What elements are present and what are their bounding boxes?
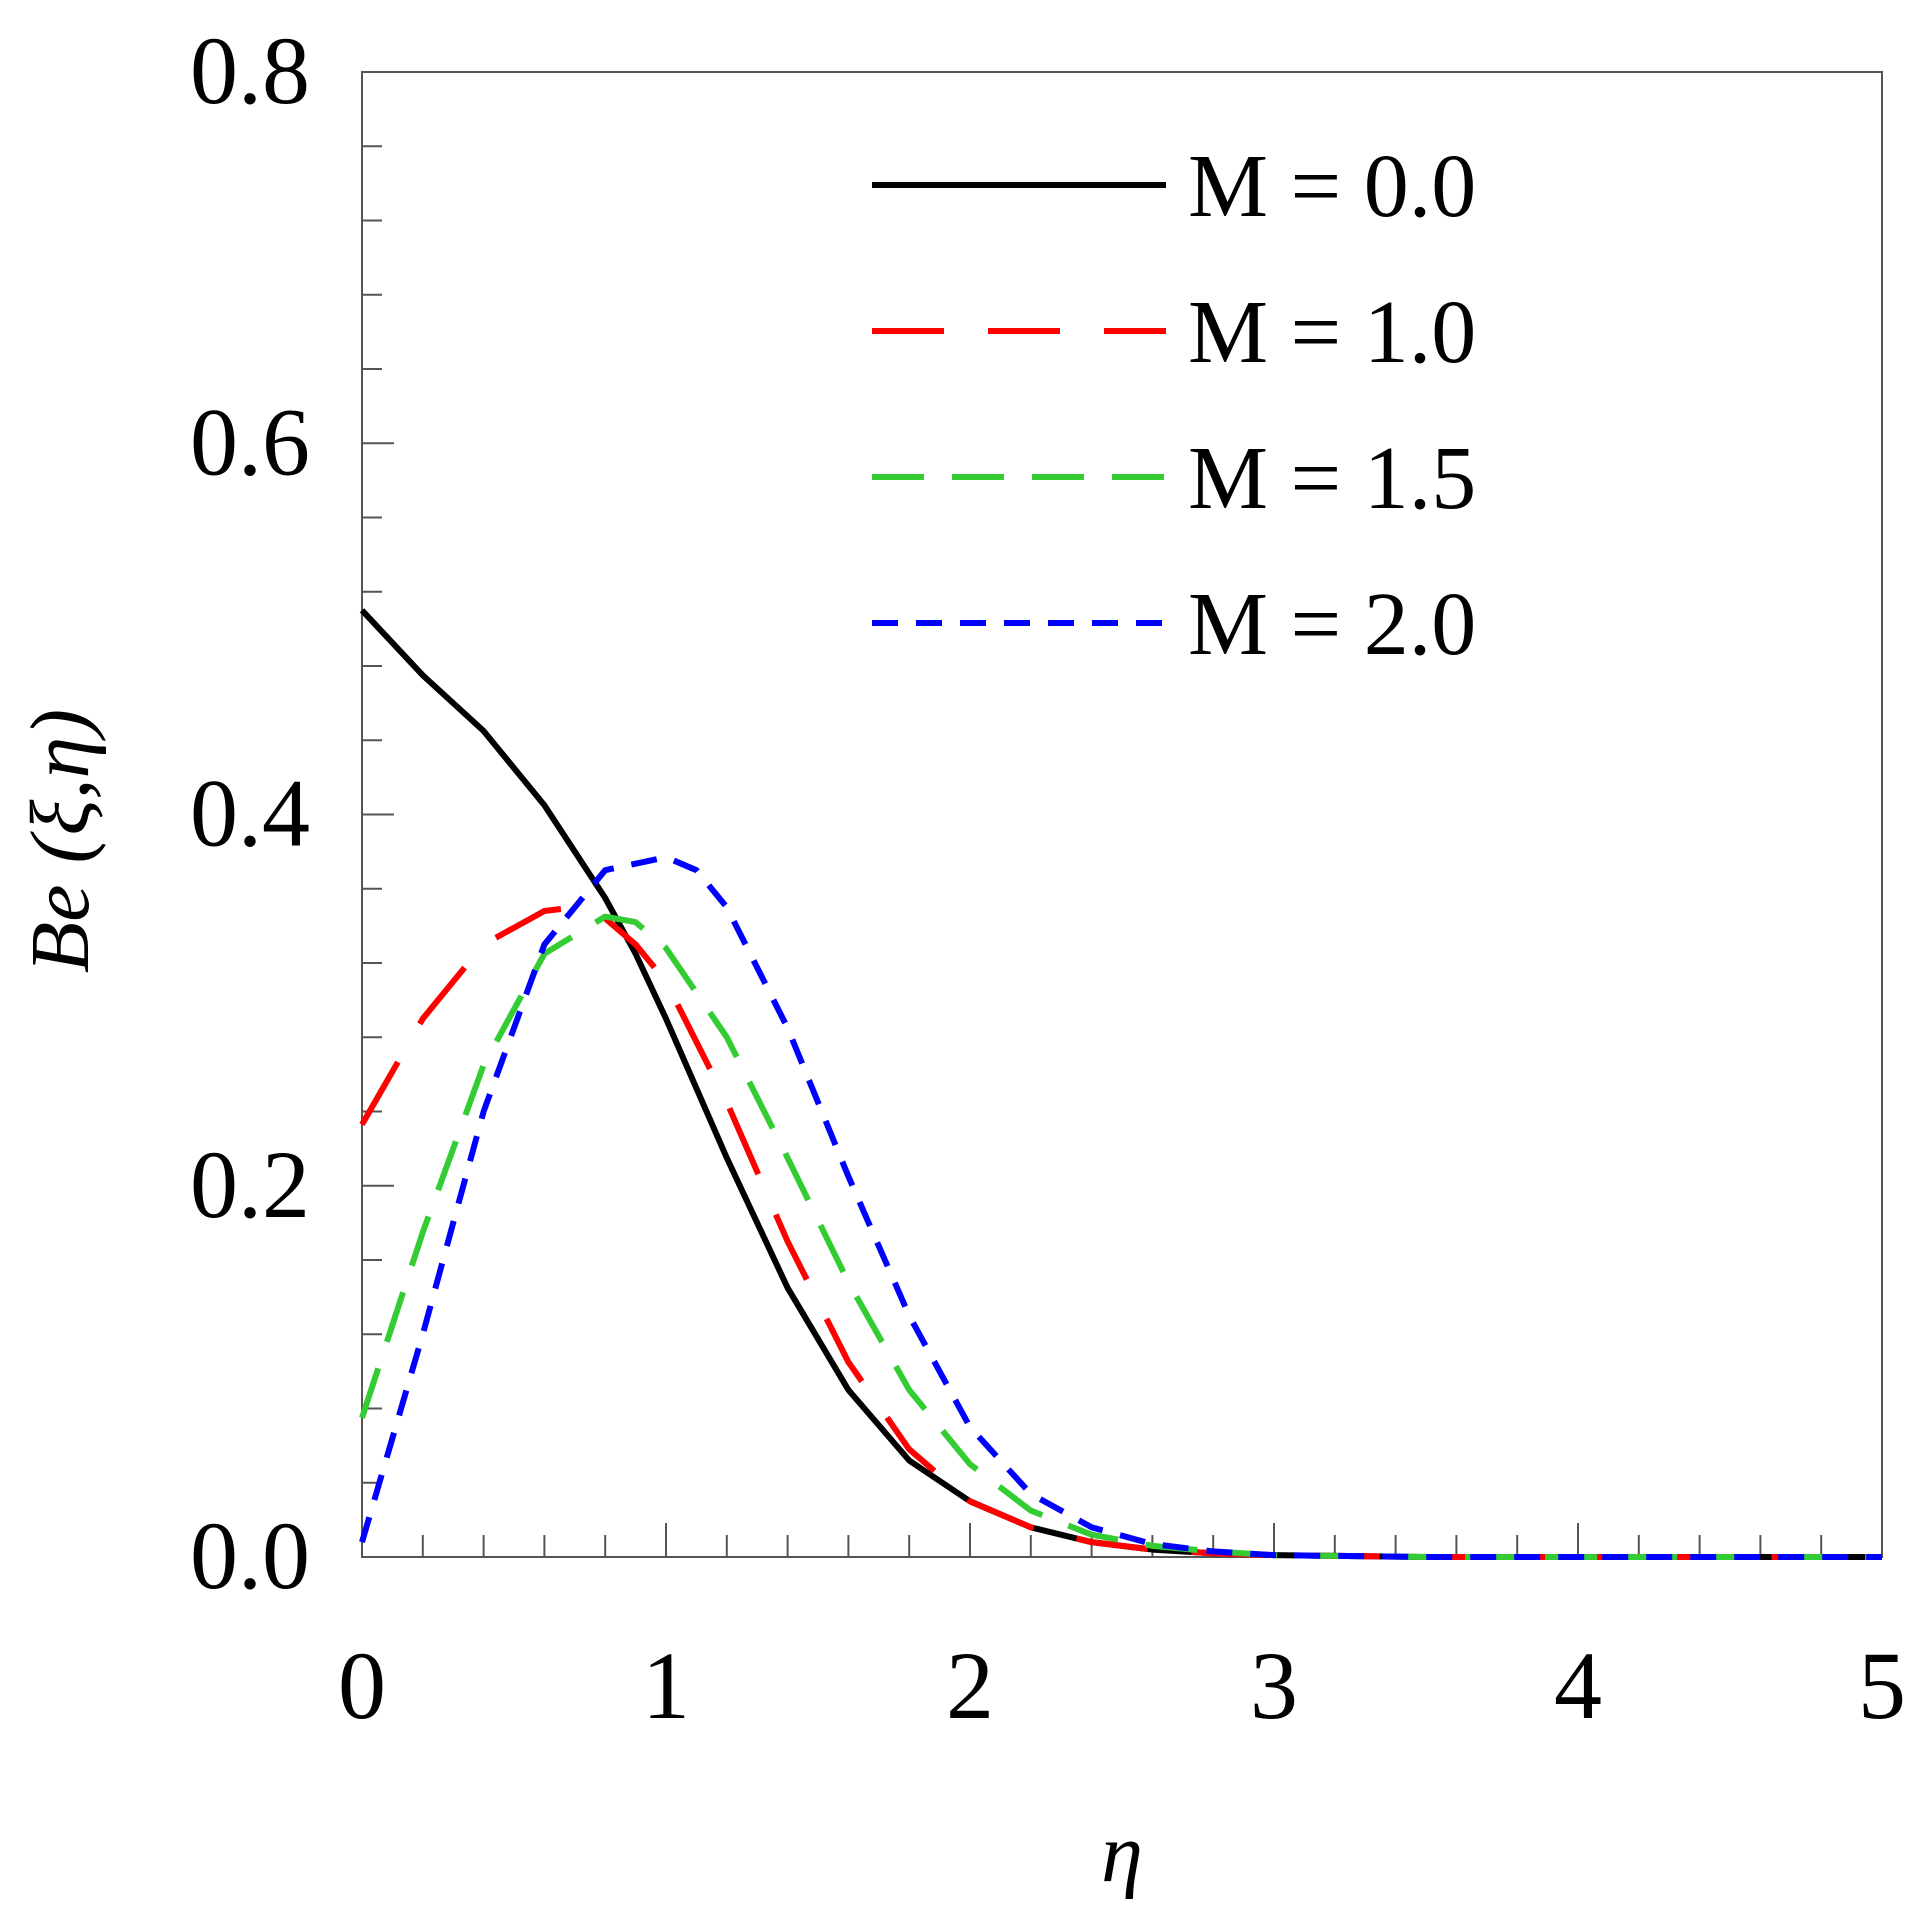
plot-frame-layer	[361, 71, 1883, 1558]
legend-label: M = 1.0	[1188, 283, 1476, 382]
x-tick-label: 2	[946, 1632, 994, 1739]
x-tick-label: 3	[1250, 1632, 1298, 1739]
legend-label: M = 0.0	[1188, 137, 1476, 236]
x-tick-label: 5	[1858, 1632, 1906, 1739]
y-tick-label: 0.2	[190, 1131, 310, 1238]
series-line	[359, 854, 1882, 1560]
x-tick-label: 0	[338, 1632, 386, 1739]
series-line	[359, 913, 1882, 1560]
y-axis-title: Be (ξ,η)	[14, 709, 107, 973]
y-tick-label: 0.8	[190, 17, 310, 124]
minor-ticks-layer	[362, 145, 1823, 1557]
series-line	[359, 904, 1882, 1560]
series-layer	[359, 608, 1883, 1560]
x-axis-title: η	[1101, 1807, 1143, 1900]
y-tick-label: 0.4	[190, 760, 310, 867]
legend-label: M = 1.5	[1188, 429, 1476, 528]
series-line	[359, 608, 1882, 1560]
y-tick-label: 0.0	[190, 1502, 310, 1609]
x-tick-labels-layer: 0 1 2 3 4 5	[338, 1632, 1906, 1739]
legend-label: M = 2.0	[1188, 575, 1476, 674]
y-tick-labels-layer: 0.0 0.2 0.4 0.6 0.8	[190, 17, 310, 1609]
plot-frame	[361, 71, 1883, 1558]
major-ticks-layer	[362, 442, 1579, 1557]
x-tick-label: 1	[642, 1632, 690, 1739]
y-tick-label: 0.6	[190, 388, 310, 495]
legend: M = 0.0 M = 1.0 M = 1.5 M = 2.0	[872, 137, 1476, 674]
x-tick-label: 4	[1554, 1632, 1602, 1739]
